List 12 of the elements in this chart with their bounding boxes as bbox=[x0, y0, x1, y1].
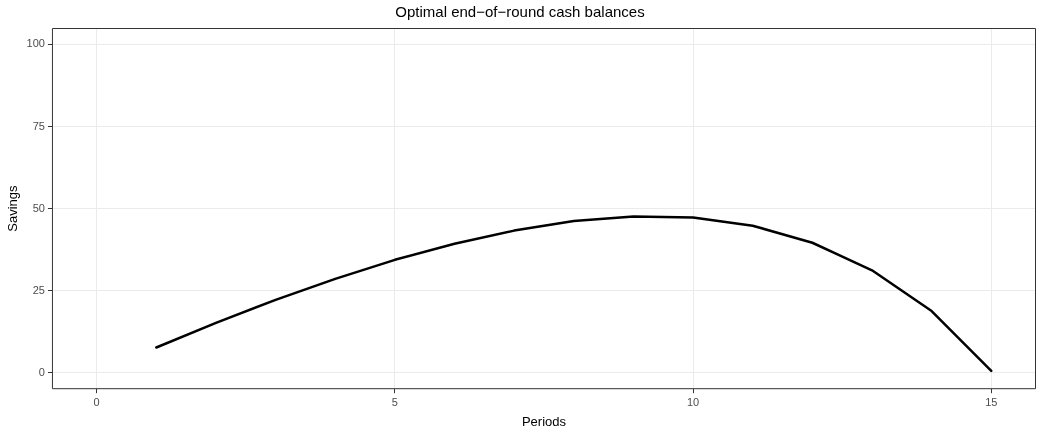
x-axis-title: Periods bbox=[521, 413, 567, 429]
y-tick-label: 75 bbox=[32, 119, 45, 132]
x-tick-label: 5 bbox=[391, 395, 398, 408]
y-tick-label: 100 bbox=[26, 37, 45, 50]
x-tick-label: 15 bbox=[985, 395, 998, 408]
y-axis-title: Savings bbox=[5, 184, 21, 232]
y-tick-label: 50 bbox=[32, 201, 45, 214]
x-tick-label: 10 bbox=[686, 395, 700, 408]
x-tick-label: 0 bbox=[93, 395, 100, 408]
chart-title: Optimal end−of−round cash balances bbox=[395, 3, 645, 21]
y-tick-label: 25 bbox=[32, 283, 45, 296]
y-tick-label: 0 bbox=[38, 365, 45, 378]
